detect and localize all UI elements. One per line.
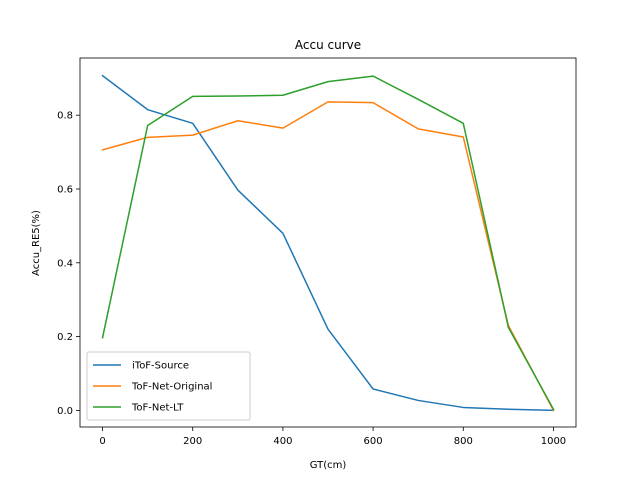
y-axis-label: Accu_RE5(%) xyxy=(31,210,42,276)
series-line-tof-net-original xyxy=(101,101,555,412)
y-tick-label: 0.8 xyxy=(57,111,73,122)
axes-frame xyxy=(79,57,577,428)
legend-label: iToF-Source xyxy=(132,361,189,372)
series-lines xyxy=(101,74,555,412)
x-tick-label: 800 xyxy=(454,436,473,447)
y-tick-label: 0.4 xyxy=(57,258,73,269)
legend-label: ToF-Net-Original xyxy=(131,382,212,393)
x-tick-label: 400 xyxy=(273,436,292,447)
legend-label: ToF-Net-LT xyxy=(131,403,184,414)
axis-ticks: 0 200 400 600 800 1000 0.0 0.2 0.4 0.6 0.8 xyxy=(57,111,566,447)
legend-box xyxy=(86,351,251,421)
y-tick-label: 0.6 xyxy=(57,184,73,195)
y-tick-label: 0.0 xyxy=(57,406,73,417)
x-tick-label: 600 xyxy=(364,436,383,447)
x-tick-label: 1000 xyxy=(541,436,566,447)
legend: iToF-Source ToF-Net-Original ToF-Net-LT xyxy=(86,351,251,421)
x-tick-label: 200 xyxy=(183,436,202,447)
y-tick-label: 0.2 xyxy=(57,332,73,343)
chart-title: Accu curve xyxy=(295,38,361,52)
x-axis-label: GT(cm) xyxy=(310,460,347,471)
series-line-itof-source xyxy=(101,74,555,412)
x-tick-label: 0 xyxy=(99,436,105,447)
series-line-tof-net-lt xyxy=(101,75,555,411)
